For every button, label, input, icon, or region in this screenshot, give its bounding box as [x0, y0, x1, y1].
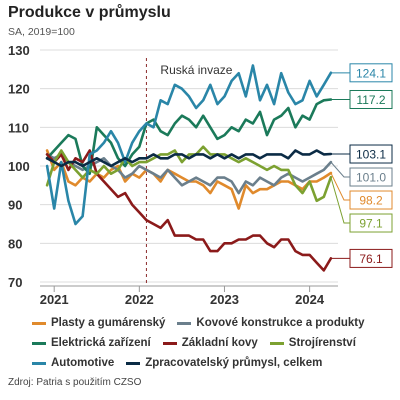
legend-item: Elektrická zařízení [32, 337, 151, 349]
chart-subtitle: SA, 2019=100 [8, 26, 75, 38]
chart-legend: Plasty a gumárenský Kovové konstrukce a p… [32, 313, 394, 373]
end-label-box [349, 190, 393, 210]
legend-swatch [162, 341, 177, 345]
legend-label: Zpracovatelský průmysl, celkem [145, 357, 323, 369]
end-label-box [349, 213, 393, 233]
legend-item: Automotive [32, 357, 114, 369]
end-label-leader [330, 177, 350, 224]
source-note: Zdroj: Patria s použitím CZSO [8, 377, 142, 388]
legend-swatch [32, 361, 46, 365]
x-tick-label: 2024 [295, 292, 325, 307]
legend-swatch [177, 321, 192, 325]
end-label-box [349, 167, 393, 187]
legend-label: Automotive [51, 357, 115, 369]
legend-item: Strojírenství [269, 337, 356, 349]
legend-label: Elektrická zařízení [51, 337, 151, 349]
legend-swatch [32, 341, 46, 345]
series-line-strojirenstvi [45, 145, 333, 203]
end-label-leader [330, 161, 350, 178]
y-tick-label: 80 [8, 236, 22, 251]
series-line-automotive [45, 64, 333, 226]
end-value-label: 98.2 [359, 194, 383, 208]
y-tick-label: 70 [8, 275, 22, 290]
y-tick-label: 100 [8, 159, 30, 174]
legend-label: Plasty a gumárenský [51, 317, 166, 329]
legend-item: Zpracovatelský průmysl, celkem [126, 357, 322, 369]
invasion-annotation: Ruská invaze [160, 63, 232, 77]
legend-label: Základní kovy [181, 337, 258, 349]
legend-row: Automotive Zpracovatelský průmysl, celkem [32, 353, 394, 373]
end-label-leader [330, 172, 350, 201]
legend-item: Kovové konstrukce a produkty [177, 317, 365, 329]
series-line-elektricka-zarizeni [45, 98, 333, 175]
series-line-zpracovatelsky-prumysl-celkem [45, 149, 333, 168]
legend-swatch [269, 341, 284, 345]
end-value-label: 117.2 [356, 93, 385, 107]
legend-row: Plasty a gumárenský Kovové konstrukce a p… [32, 313, 394, 333]
series-line-zakladni-kovy [45, 149, 333, 272]
x-tick-label: 2021 [40, 292, 69, 307]
end-value-label: 97.1 [359, 217, 383, 231]
end-value-label: 124.1 [356, 66, 386, 80]
legend-label: Kovové konstrukce a produkty [196, 317, 365, 329]
y-tick-label: 110 [8, 120, 29, 135]
legend-swatch [126, 361, 141, 365]
end-value-label: 101.0 [356, 171, 386, 185]
end-label-box [349, 144, 393, 164]
end-label-box [349, 248, 393, 268]
legend-row: Elektrická zařízení Základní kovy Strojíre… [32, 333, 394, 353]
y-tick-label: 130 [8, 43, 30, 58]
legend-item: Základní kovy [162, 337, 258, 349]
y-tick-label: 90 [8, 198, 22, 213]
end-value-label: 76.1 [359, 252, 383, 266]
chart-title: Produkce v průmyslu [8, 4, 171, 21]
end-label-box [349, 63, 393, 83]
end-value-label: 103.1 [356, 148, 386, 162]
x-tick-label: 2023 [210, 292, 239, 307]
legend-swatch [32, 321, 46, 325]
legend-item: Plasty a gumárenský [32, 317, 165, 329]
x-tick-label: 2022 [125, 292, 154, 307]
y-tick-label: 120 [8, 82, 30, 97]
legend-label: Strojírenství [288, 337, 356, 349]
end-label-box [349, 89, 393, 109]
